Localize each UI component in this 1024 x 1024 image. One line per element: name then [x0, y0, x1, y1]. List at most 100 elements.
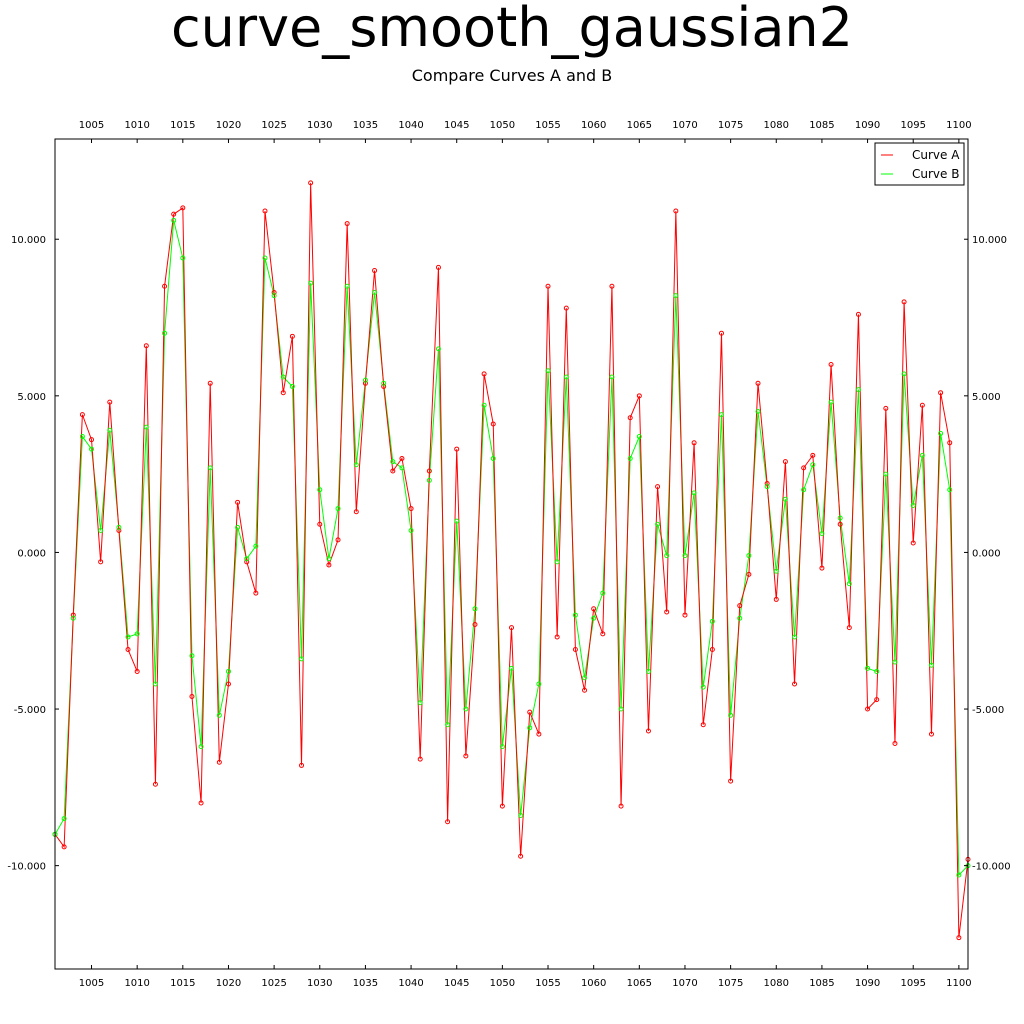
data-point-curve-b: [874, 668, 880, 674]
series-lines: [54, 182, 969, 938]
data-point-curve-a: [673, 208, 679, 214]
data-point-curve-a: [152, 781, 158, 787]
x-tick-label-bottom: 1100: [946, 978, 971, 989]
x-tick-label-top: 1060: [581, 120, 606, 131]
data-point-curve-b: [445, 722, 451, 728]
data-point-curve-b: [554, 559, 560, 565]
x-tick-label-bottom: 1080: [764, 978, 789, 989]
data-point-curve-a: [509, 625, 514, 631]
series-markers: [52, 180, 971, 941]
data-point-curve-b: [399, 465, 405, 471]
chart-subtitle: Compare Curves A and B: [411, 66, 613, 85]
series-line-curve-a: [54, 182, 969, 938]
data-point-curve-a: [865, 706, 871, 712]
data-point-curve-b: [855, 387, 861, 393]
x-tick-label-bottom: 1030: [307, 978, 332, 989]
x-tick-label-bottom: 1070: [672, 978, 697, 989]
data-point-curve-b: [901, 371, 907, 377]
data-point-curve-b: [892, 659, 898, 665]
data-point-curve-a: [563, 305, 569, 311]
data-point-curve-a: [664, 609, 670, 615]
x-tick-label-top: 1095: [900, 120, 925, 131]
legend-label: Curve A: [912, 148, 960, 162]
x-tick-label-bottom: 1095: [900, 978, 925, 989]
data-point-curve-b: [308, 280, 314, 286]
data-point-curve-b: [773, 568, 779, 574]
y-tick-label-right: 0.000: [972, 548, 1001, 559]
data-point-curve-b: [235, 524, 241, 530]
data-point-curve-b: [792, 634, 798, 640]
x-tick-label-bottom: 1050: [490, 978, 515, 989]
x-tick-label-bottom: 1020: [216, 978, 241, 989]
chart-title: curve_smooth_gaussian2: [170, 0, 854, 59]
data-point-curve-b: [70, 615, 76, 621]
data-point-curve-b: [627, 455, 633, 461]
y-tick-label-right: 5.000: [972, 392, 1001, 403]
data-point-curve-a: [408, 506, 414, 512]
x-tick-label-top: 1035: [353, 120, 378, 131]
data-point-curve-b: [536, 681, 542, 687]
data-point-curve-b: [335, 506, 341, 512]
data-point-curve-a: [928, 731, 934, 737]
data-point-curve-a: [746, 571, 752, 577]
data-point-curve-b: [947, 487, 953, 493]
data-point-curve-a: [855, 311, 861, 317]
data-point-curve-b: [107, 427, 113, 433]
data-point-curve-b: [472, 606, 478, 612]
data-point-curve-a: [280, 390, 286, 396]
data-point-curve-a: [883, 405, 889, 411]
data-point-curve-b: [618, 706, 624, 712]
data-point-curve-b: [910, 502, 916, 508]
data-point-curve-a: [216, 759, 222, 765]
data-point-curve-a: [582, 687, 588, 693]
data-point-curve-b: [289, 383, 295, 389]
data-point-curve-a: [609, 283, 615, 289]
data-point-curve-a: [518, 853, 524, 859]
data-point-curve-a: [353, 509, 359, 515]
data-point-curve-a: [801, 465, 807, 471]
data-point-curve-a: [189, 694, 195, 700]
data-point-curve-a: [910, 540, 916, 546]
data-point-curve-b: [956, 872, 962, 878]
data-point-curve-b: [353, 462, 359, 468]
data-point-curve-b: [490, 455, 496, 461]
data-point-curve-a: [618, 803, 624, 809]
data-point-curve-a: [235, 499, 241, 505]
data-point-curve-b: [655, 521, 661, 527]
data-point-curve-b: [709, 618, 715, 624]
data-point-curve-b: [98, 528, 104, 534]
data-point-curve-a: [299, 762, 305, 768]
data-point-curve-b: [362, 377, 368, 383]
data-point-curve-a: [262, 208, 268, 214]
data-point-curve-a: [435, 264, 441, 270]
series-line-curve-b: [54, 220, 969, 877]
data-point-curve-b: [572, 612, 578, 618]
data-point-curve-a: [271, 289, 277, 295]
data-point-curve-a: [180, 205, 186, 211]
data-point-curve-a: [627, 415, 633, 421]
data-point-curve-b: [545, 368, 551, 374]
data-point-curve-a: [289, 333, 295, 339]
plot-frame: [54, 138, 969, 970]
x-tick-label-top: 1050: [490, 120, 515, 131]
x-tick-label-top: 1005: [79, 120, 104, 131]
data-point-curve-b: [591, 615, 597, 621]
data-point-curve-b: [527, 725, 533, 731]
data-point-curve-b: [883, 471, 889, 477]
data-point-curve-a: [828, 362, 834, 368]
data-point-curve-b: [435, 346, 441, 352]
data-point-curve-b: [563, 374, 569, 380]
data-point-curve-a: [636, 393, 642, 399]
x-tick-label-top: 1045: [444, 120, 469, 131]
data-point-curve-a: [691, 440, 697, 446]
y-tick-label-right: -5.000: [972, 705, 1004, 716]
data-point-curve-b: [819, 531, 825, 537]
y-tick-label-left: 10.000: [11, 235, 46, 246]
x-tick-label-top: 1070: [672, 120, 697, 131]
data-point-curve-b: [737, 615, 743, 621]
data-point-curve-a: [162, 283, 168, 289]
data-point-curve-b: [481, 402, 487, 408]
data-point-curve-a: [554, 634, 560, 640]
data-point-curve-b: [636, 434, 642, 440]
